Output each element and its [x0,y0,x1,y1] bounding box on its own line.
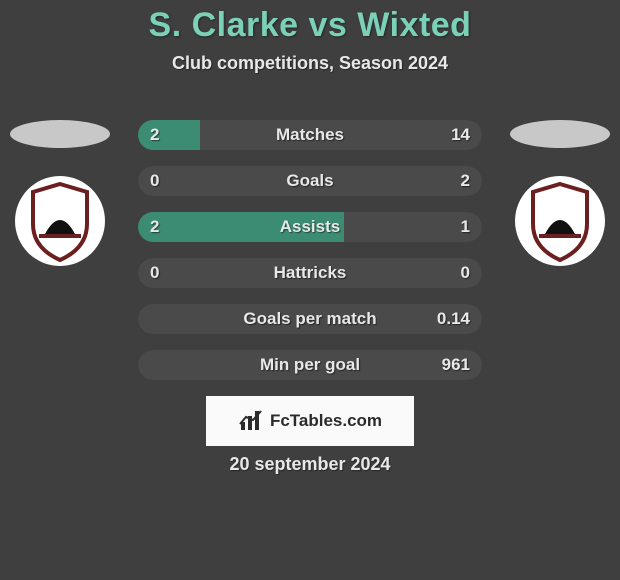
club-crest-right [515,176,605,266]
subtitle: Club competitions, Season 2024 [0,53,620,74]
title-player-right: Wixted [357,6,471,44]
player-column-left [0,120,120,266]
comparison-card: S. Clarke vs Wixted Club competitions, S… [0,0,620,580]
page-title: S. Clarke vs Wixted [0,0,620,45]
stat-row-min-per-goal: Min per goal 961 [138,350,482,380]
shield-icon [515,176,605,266]
title-player-left: S. Clarke [149,6,299,44]
stat-label: Goals [138,166,482,196]
club-crest-left [15,176,105,266]
stat-row-hattricks: 0 Hattricks 0 [138,258,482,288]
stat-row-goals-per-match: Goals per match 0.14 [138,304,482,334]
stat-value-right: 0.14 [437,304,470,334]
stat-label: Matches [138,120,482,150]
stat-row-assists: 2 Assists 1 [138,212,482,242]
brand-text: FcTables.com [270,411,382,431]
flag-oval-right [510,120,610,148]
stat-row-matches: 2 Matches 14 [138,120,482,150]
stat-label: Assists [138,212,482,242]
stat-value-right: 0 [461,258,470,288]
stat-value-right: 2 [461,166,470,196]
stat-value-right: 14 [451,120,470,150]
stats-container: 2 Matches 14 0 Goals 2 2 Assists 1 0 Hat… [138,120,482,396]
brand-box: FcTables.com [206,396,414,446]
stat-value-right: 1 [461,212,470,242]
shield-icon [15,176,105,266]
stat-label: Min per goal [138,350,482,380]
flag-oval-left [10,120,110,148]
bar-chart-icon [238,408,264,434]
player-column-right [500,120,620,266]
title-vs: vs [299,6,358,44]
stat-value-right: 961 [442,350,470,380]
stat-label: Hattricks [138,258,482,288]
stat-row-goals: 0 Goals 2 [138,166,482,196]
date-text: 20 september 2024 [0,454,620,475]
stat-label: Goals per match [138,304,482,334]
